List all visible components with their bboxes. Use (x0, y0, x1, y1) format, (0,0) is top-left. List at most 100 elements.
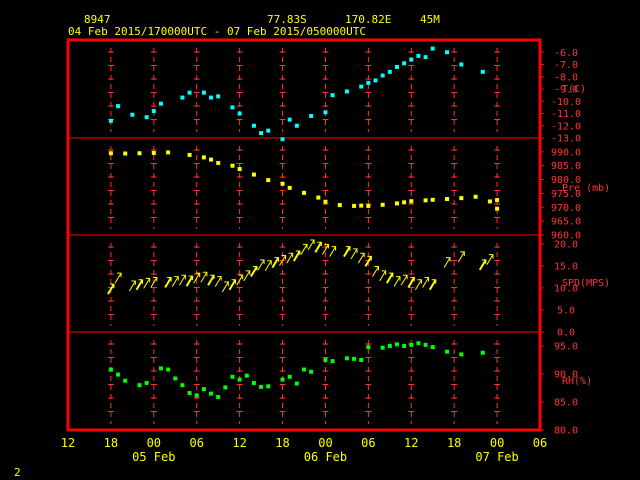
wind-arrow-shaft (143, 278, 151, 289)
relative_humidity-point (173, 376, 178, 381)
wind-arrow-shaft (257, 259, 265, 271)
relative_humidity-point (201, 387, 206, 392)
temperature-point (380, 73, 385, 78)
wind-arrow-shaft (364, 255, 373, 267)
wind-arrow-head (195, 272, 201, 278)
wind-arrow-shaft (350, 248, 358, 260)
wind-arrow-head (210, 274, 215, 280)
wind-arrow-head (353, 248, 358, 253)
temperature-point (387, 69, 392, 74)
wind-arrow-head (374, 265, 380, 271)
temperature-point (187, 90, 192, 95)
relative_humidity-point (280, 377, 285, 382)
relative_humidity-point (366, 345, 371, 350)
wind-arrow-shaft (171, 276, 179, 287)
y-tick-label: 985.0 (551, 161, 581, 172)
wind-arrow-shaft (457, 251, 465, 263)
y-tick-label: 80.0 (554, 426, 578, 437)
pressure-point (251, 172, 256, 177)
wind-arrow-shaft (478, 259, 487, 271)
wind-arrow-shaft (393, 276, 401, 287)
y-tick-label: -8.0 (554, 72, 578, 83)
pressure-point (495, 206, 500, 211)
wind-arrow-head (303, 243, 308, 249)
wind-arrow-head (245, 270, 251, 275)
time-period: 04 Feb 2015/170000UTC - 07 Feb 2015/0500… (68, 25, 366, 38)
pressure-point (216, 160, 221, 165)
wind-arrow-head (295, 250, 301, 256)
wind-arrow-shaft (414, 279, 422, 290)
x-tick-label: 18 (104, 436, 118, 450)
x-tick-label: 12 (404, 436, 418, 450)
x-tick-label: 00 (147, 436, 161, 450)
wind-arrow-head (117, 272, 122, 278)
wind-arrow-head (224, 281, 229, 286)
pressure-point (409, 199, 414, 204)
pressure-point (430, 197, 435, 202)
temperature-point (445, 50, 450, 55)
relative_humidity-point (166, 367, 171, 372)
wind-arrow-head (388, 272, 394, 278)
x-date-label: 05 Feb (132, 450, 175, 464)
wind-arrow-head (381, 270, 387, 275)
relative_humidity-point (294, 381, 299, 386)
wind-arrow-head (481, 259, 487, 264)
wind-arrow-shaft (214, 276, 222, 287)
relative_humidity-point (266, 384, 271, 389)
wind-arrow-shaft (236, 275, 244, 286)
y-tick-label: 960.0 (551, 231, 581, 242)
wind-arrow-head (174, 276, 179, 281)
temperature-point (394, 64, 399, 69)
wind-arrow-shaft (193, 272, 201, 284)
wind-arrow-head (138, 279, 144, 284)
wind-arrow-shaft (221, 281, 229, 293)
pressure-point (487, 199, 492, 204)
pressure-point (187, 152, 192, 157)
wind-arrow-shaft (250, 265, 258, 277)
x-tick-label: 18 (447, 436, 461, 450)
temperature-point (116, 104, 121, 109)
pressure-point (352, 203, 357, 208)
relative_humidity-point (394, 342, 399, 347)
wind-arrow-head (410, 277, 415, 282)
pressure-point (359, 203, 364, 208)
wind-arrow-head (181, 274, 186, 280)
y-tick-label: 975.0 (551, 189, 581, 200)
wind-arrow-shaft (185, 275, 194, 287)
relative_humidity-point (137, 383, 142, 388)
relative_humidity-point (287, 374, 292, 379)
pressure-point (380, 202, 385, 207)
y-tick-label: -7.0 (554, 60, 578, 71)
relative_humidity-point (409, 342, 414, 347)
temperature-point (309, 113, 314, 118)
pressure-point (287, 185, 292, 190)
wind-arrow-head (395, 276, 401, 281)
wind-arrow-shaft (243, 270, 251, 282)
wind-arrow-head (281, 254, 287, 260)
wind-arrow-shaft (400, 275, 408, 286)
wind-arrow-head (152, 277, 158, 282)
wind-arrow-shaft (329, 246, 337, 257)
relative_humidity-point (352, 356, 357, 361)
pressure-point (473, 194, 478, 199)
wind-arrow-head (310, 239, 315, 245)
temperature-point (144, 115, 149, 120)
temperature-point (402, 61, 407, 66)
pressure-point (108, 151, 113, 156)
x-tick-label: 12 (61, 436, 75, 450)
pressure-point (266, 178, 271, 183)
wind-arrow-head (145, 277, 151, 283)
temperature-point (323, 110, 328, 115)
wind-arrow-shaft (279, 255, 286, 266)
relative_humidity-point (302, 367, 306, 372)
wind-arrow-head (231, 279, 236, 284)
relative_humidity-point (123, 378, 128, 383)
wind-arrow-head (131, 280, 136, 286)
pressure-point (166, 150, 171, 155)
wind-arrow-head (317, 241, 322, 247)
wind-arrow-shaft (385, 272, 394, 284)
y-tick-label: 965.0 (551, 217, 581, 228)
wind-arrow-head (188, 275, 194, 281)
wind-arrow-shaft (379, 270, 387, 282)
